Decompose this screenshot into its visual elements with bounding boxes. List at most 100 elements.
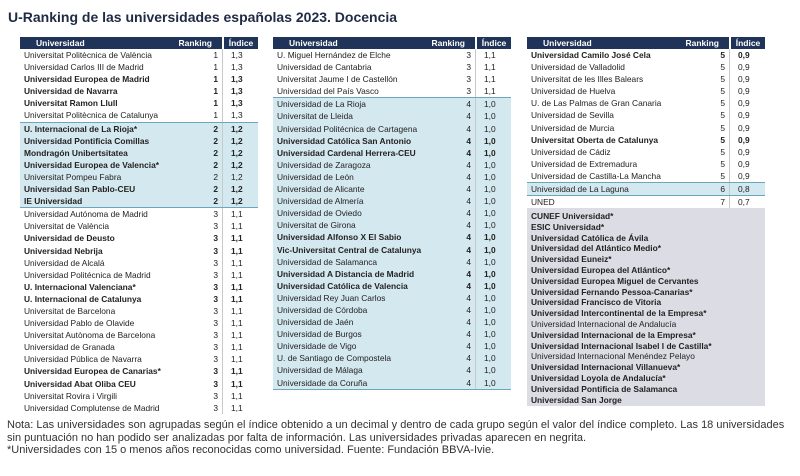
index: 1,0 [475,364,511,377]
index: 1,0 [475,291,511,304]
ranking: 2 [213,123,218,134]
index: 1,0 [475,279,511,292]
table-row: Universidad del País Vasco 3 1,1 [273,85,511,98]
index: 1,2 [222,146,258,159]
table-row: Universidad Alfonso X El Sabio 4 1,0 [273,231,511,244]
index: 1,1 [222,329,258,342]
header-cell: Universidad Ranking [527,37,729,49]
university-name: Universidad de Córdoba [277,304,368,315]
ranking: 4 [466,268,471,279]
index: 1,0 [475,352,511,365]
index: 0,7 [729,196,765,209]
header-row: Universidad Ranking Índice [527,37,765,49]
table-row: Universidad Pablo de Olavide 3 1,1 [20,317,258,330]
ranking: 4 [466,135,471,146]
unranked-university: Universidad Internacional de Andalucía [531,318,677,329]
university-name: Universidad de Alcalá [24,257,105,268]
university-name: Universidad Católica San Antonio [277,135,412,146]
table-row: Universidad de Zaragoza 4 1,0 [273,158,511,171]
table-row: Universidad de Valladolid 5 0,9 [527,61,765,74]
table-row: Universidad de Oviedo 4 1,0 [273,207,511,220]
university-name: Universidad de La Rioja [277,99,366,110]
table-row: Universidad Carlos III de Madrid 1 1,3 [20,61,258,74]
index: 0,8 [729,183,765,196]
university-name: Universidad de Burgos [277,329,362,340]
ranking: 5 [720,110,725,121]
ranking: 2 [213,159,218,170]
index: 1,0 [475,267,511,280]
table-row: Universidad Camilo José Cela 5 0,9 [527,49,765,62]
index: 1,0 [475,98,511,111]
university-name: UNED [531,197,555,208]
table-row: Universidad Politécnica de Madrid 3 1,1 [20,268,258,281]
university-name: Universidad de Oviedo [277,208,362,219]
university-name: Universitat Oberta de Catalunya [531,134,659,145]
table-row: Universitat Autònoma de Barcelona 3 1,1 [20,329,258,342]
table-row: Universidad de Sevilla 5 0,9 [527,109,765,122]
table-row: Universidad de Alicante 4 1,0 [273,183,511,196]
notes: Nota: Las universidades son agrupadas se… [7,419,787,457]
table-row: Universidad de La Laguna 6 0,8 [527,182,765,197]
table-row: Universitat Ramon Llull 1 1,3 [20,97,258,110]
table-row: Universitat Politècnica de València 1 1,3 [20,49,258,62]
unranked-university: Universidad Pontificia de Salamanca [531,383,678,394]
table-row: Universidad Rey Juan Carlos 4 1,0 [273,291,511,304]
university-name: Universidad Católica de Valencia [277,280,408,291]
table-row: Universitat de Girona 4 1,0 [273,219,511,232]
university-name: Universidad de Valladolid [531,62,625,73]
ranking: 4 [466,220,471,231]
index: 1,1 [222,208,258,221]
university-name: Universidad de Salamanca [277,256,378,267]
index: 1,1 [475,85,511,98]
ranking: 4 [466,317,471,328]
table-row: Universidad de Salamanca 4 1,0 [273,255,511,268]
ranking: 4 [466,377,471,388]
university-name: U. Internacional de La Rioja* [24,123,138,134]
index: 1,0 [475,219,511,232]
ranking: 3 [213,305,218,316]
ranking: 4 [466,256,471,267]
table-row: Universitat Politècnica de Catalunya 1 1,3 [20,109,258,122]
index: 1,3 [222,73,258,86]
university-name: U. Internacional Valenciana* [24,281,136,292]
ranking: 4 [466,184,471,195]
ranking: 1 [213,62,218,73]
index: 1,0 [475,183,511,196]
index: 1,0 [475,303,511,317]
table-row: Universidad Pontificia Comillas 2 1,2 [20,134,258,147]
index: 1,2 [222,158,258,171]
unranked-university: Universidad Internacional Villanueva* [531,362,681,373]
index: 1,1 [475,49,511,62]
university-name: Universitat Autònoma de Barcelona [24,330,156,341]
index: 1,1 [222,280,258,293]
ranking: 3 [466,86,471,97]
university-name: Universidad Pablo de Olavide [24,318,135,329]
header-cell: Universidad Ranking [273,37,475,49]
ranking: 3 [213,233,218,244]
table-row: Universidad de Murcia 5 0,9 [527,121,765,134]
header-cell: Índice [731,37,765,49]
ranking: 3 [213,366,218,377]
table-row: Universidad de Extremadura 5 0,9 [527,157,765,170]
table-row: Universidad de Almería 4 1,0 [273,195,511,208]
university-name: Universidad Europea de Valencia* [24,159,159,170]
table-row: U. de Santiago de Compostela 4 1,0 [273,352,511,365]
table-row: Universidad Católica San Antonio 4 1,0 [273,134,511,147]
header-cell: Índice [224,37,258,49]
table-row: Universitat de Barcelona 3 1,1 [20,304,258,318]
index: 1,0 [475,122,511,135]
header-cell: Universidad Ranking [20,37,222,49]
index: 1,0 [475,195,511,208]
table-row: Vic-Universitat Central de Catalunya 4 1,0 [273,243,511,256]
table-row: Universitat Rovira i Virgili 3 1,1 [20,389,258,402]
university-name: Universidad de León [277,171,354,182]
table-row: U. Internacional de La Rioja* 2 1,2 [20,121,258,135]
ranking: 3 [213,221,218,232]
index: 1,3 [222,97,258,110]
index: 1,0 [475,340,511,353]
university-name: Universidade da Coruña [277,377,368,388]
header-label: Universidad [289,38,338,48]
university-name: Universitat Rovira i Virgili [24,390,117,401]
table-row: U. Miguel Hernández de Elche 3 1,1 [273,49,511,62]
ranking: 5 [720,86,725,97]
